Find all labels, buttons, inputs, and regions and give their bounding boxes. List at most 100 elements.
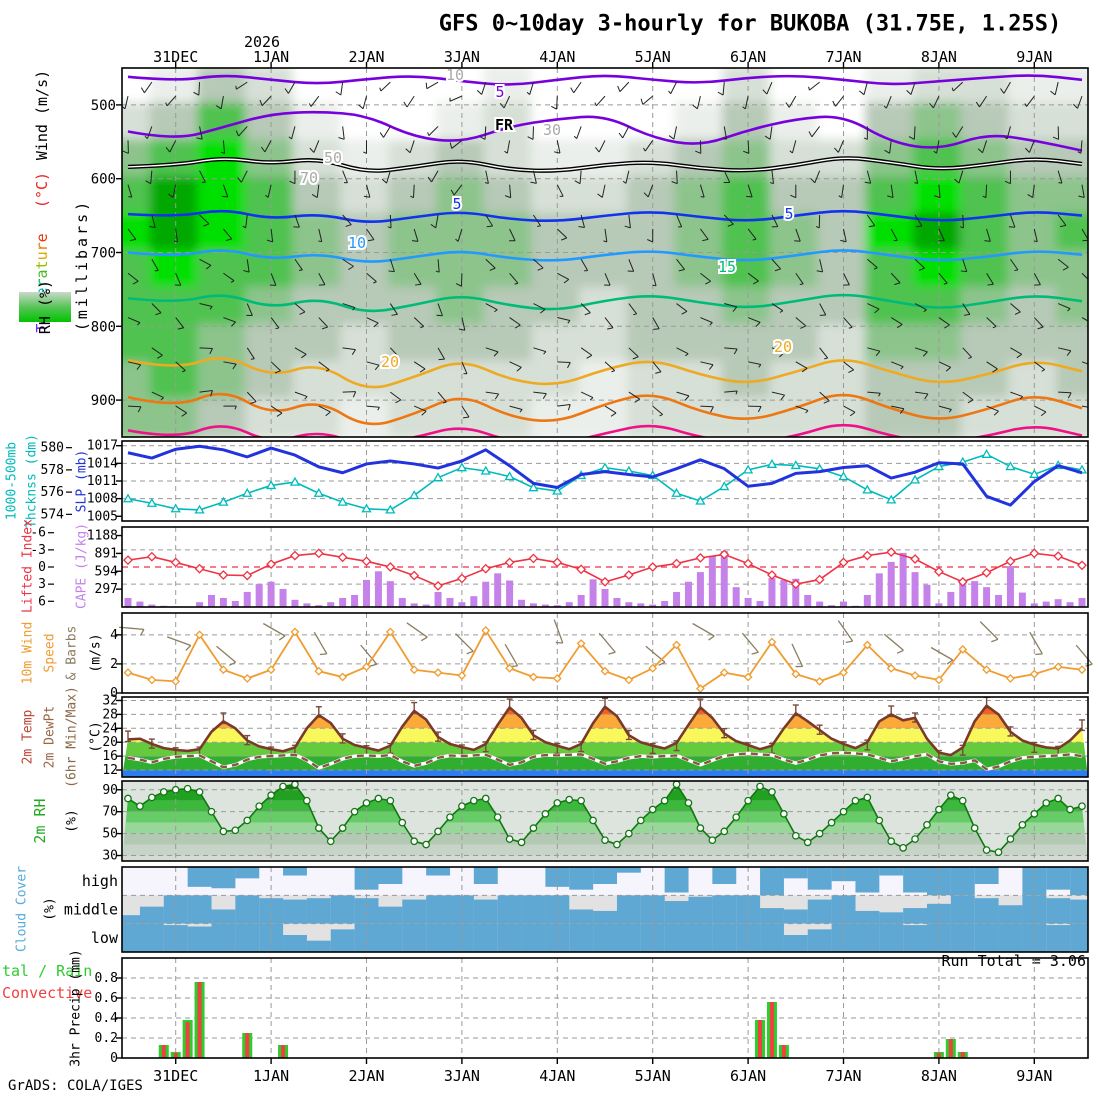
wind-barb-tick (144, 135, 148, 139)
wind-barb-tick (755, 322, 761, 327)
cloud-bar (497, 923, 522, 952)
wind-barb-shaft (723, 126, 727, 140)
rh-marker (505, 835, 514, 843)
panel-frame (121, 957, 1089, 1059)
rh-cell (122, 176, 154, 219)
wind-speed-marker (266, 665, 276, 675)
rh-marker (279, 782, 287, 791)
date-label-bottom: 1JAN (253, 1067, 290, 1085)
pressure-tick-label: 900 (91, 393, 116, 409)
wind-barb-shaft (598, 140, 606, 153)
wind-speed-marker (1053, 662, 1063, 672)
li-tick-label: -6 (30, 526, 46, 541)
wind-barb-shaft (952, 81, 964, 92)
wind-barb-tick (1014, 311, 1021, 315)
wind-barb-tick (140, 87, 145, 94)
wind-barb-tick (181, 412, 188, 417)
cloud-bar (521, 895, 546, 924)
wind-barb-tick (427, 176, 432, 183)
wind-barb-shaft (451, 140, 463, 149)
rh-marker (982, 846, 991, 854)
wind-barb-tick (684, 395, 690, 401)
rh-marker (422, 840, 430, 849)
cloud-bar (330, 929, 355, 952)
wind-barb-shaft (124, 96, 129, 109)
rh-marker (291, 780, 299, 789)
wind-barb-shaft (595, 95, 606, 107)
wind-barb-tick (815, 225, 820, 229)
cloud-bar (259, 923, 284, 952)
temp-tick-label: 32 (102, 693, 118, 708)
surface-barb-shaft (930, 646, 954, 661)
thickness-marker (265, 480, 277, 490)
wind-barb-tick (779, 352, 785, 358)
wind-barb-tick (611, 370, 615, 373)
wind-barb-shaft (246, 391, 257, 402)
wind-barb-tick (647, 239, 653, 243)
wind-barb-tick (570, 87, 575, 94)
wind-barb-shaft (938, 361, 951, 368)
cloud-bar (760, 908, 784, 924)
wind-barb-shaft (676, 170, 678, 184)
wind-barb-tick (345, 224, 352, 227)
dewpoint-line (127, 751, 1083, 771)
rh-marker (887, 837, 896, 846)
rh-cell (769, 323, 822, 366)
surface-barb-tick (946, 659, 954, 665)
wind-barb-tick (145, 180, 151, 185)
wind-barb-tick (708, 364, 714, 370)
wind-barb-shaft (457, 228, 463, 242)
surface-barb-tick (229, 661, 236, 666)
surface-barb-tick (278, 635, 286, 641)
thickness-marker (981, 449, 992, 458)
cloud-bar (950, 923, 975, 952)
cloud-bar (450, 923, 474, 952)
wind-barb-shaft (506, 140, 511, 154)
wind-barb-tick (655, 371, 662, 374)
wind-barb-shaft (461, 361, 468, 374)
wind-barb-shaft (533, 347, 547, 353)
wind-barb-shaft (986, 361, 998, 370)
wind-barb-shaft (642, 95, 654, 105)
rh-cell (865, 68, 918, 108)
cloud-bar (283, 935, 307, 952)
thickness-tick-label: 574 (41, 507, 65, 522)
rh-cell (579, 360, 631, 403)
temp-line (127, 704, 1083, 757)
wind-barb-shaft (1081, 361, 1088, 365)
cloud-bar (688, 896, 713, 924)
wind-barb-tick (234, 405, 237, 410)
cloud-row-label-low: low (91, 929, 119, 947)
wind-barb-shaft (723, 258, 736, 267)
wind-barb-tick (702, 238, 709, 242)
cloud-bar (831, 867, 856, 882)
wind-barb-tick (873, 267, 878, 270)
wind-speed-marker (648, 663, 658, 673)
rh-cell (674, 360, 727, 403)
slp-tick-label: 1008 (87, 492, 118, 507)
rh-marker (1042, 799, 1051, 807)
li-marker (313, 548, 324, 559)
temp-band (122, 714, 1088, 729)
wind-speed-marker (743, 672, 753, 682)
cloud-bar (211, 909, 236, 924)
cloud-bar (712, 923, 737, 952)
rh-marker (481, 794, 490, 803)
wind-barb-tick (537, 225, 541, 227)
cloud-bar (712, 895, 737, 924)
wind-barb-shaft (409, 140, 415, 153)
wind-barb-shaft (938, 272, 948, 284)
cloud-bar (211, 867, 236, 889)
cloud-bar (616, 923, 641, 952)
wind-barb-shaft (938, 228, 945, 241)
cloud-bar (807, 867, 832, 890)
wind-barb-tick (757, 406, 762, 413)
rh-marker (672, 780, 681, 789)
rh-marker (136, 802, 144, 811)
li-marker (1077, 560, 1087, 571)
wind-barb-shaft (619, 81, 630, 92)
wind-barb-tick (351, 349, 356, 355)
cape-bar (661, 600, 669, 607)
